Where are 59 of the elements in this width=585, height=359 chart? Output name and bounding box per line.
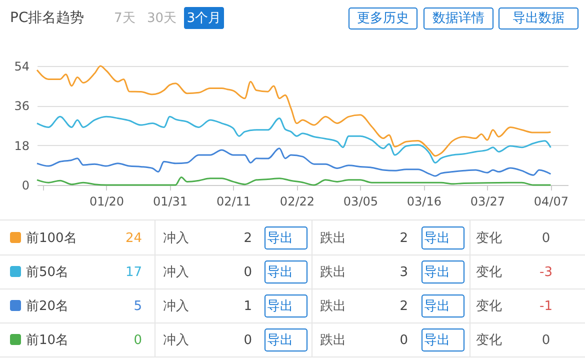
text: -1 (540, 299, 552, 314)
text: 导出 (424, 333, 450, 348)
text: 导出 (267, 231, 293, 246)
text: 导出 (424, 265, 450, 280)
text: 冲入 (163, 299, 189, 314)
y-tick-label: 54 (14, 60, 30, 74)
text: 0 (400, 333, 408, 348)
x-tick-label: 03/05 (343, 194, 378, 208)
text: -3 (540, 265, 552, 280)
text: 0 (244, 333, 252, 348)
text: 导出 (424, 299, 450, 314)
text: 数据详情 (432, 11, 484, 26)
x-tick-label: 01/31 (152, 194, 188, 208)
text: 变化 (476, 299, 502, 314)
legend-label: 前100名 (26, 231, 77, 246)
text: 3 (400, 265, 408, 280)
legend-label: 前10名 (26, 333, 69, 348)
text: 0 (542, 333, 550, 348)
text: 导出数据 (512, 11, 564, 26)
x-tick-label: 02/22 (280, 194, 315, 208)
text: 冲入 (163, 333, 189, 348)
text: 30天 (147, 11, 177, 26)
legend-label: 前50名 (26, 265, 69, 280)
text: 24 (125, 231, 142, 246)
text: 2 (244, 231, 252, 246)
text: 2 (400, 231, 408, 246)
text: 0 (134, 333, 142, 348)
text: 变化 (476, 265, 502, 280)
text: 0 (542, 231, 550, 246)
x-tick-label: 01/20 (89, 194, 124, 208)
text: 更多历史 (357, 11, 409, 26)
x-tick-label: 02/11 (216, 194, 252, 208)
text: 冲入 (163, 265, 189, 280)
text: 导出 (267, 333, 293, 348)
text: 导出 (424, 231, 450, 246)
text: 5 (134, 299, 142, 314)
text: 变化 (476, 333, 502, 348)
text: 17 (125, 265, 142, 280)
text: 跌出 (320, 333, 346, 348)
x-tick-label: 03/16 (406, 194, 442, 208)
text: 1 (244, 299, 252, 314)
text: 冲入 (163, 231, 189, 246)
text: 跌出 (320, 231, 346, 246)
y-tick-label: 0 (22, 178, 30, 192)
text: 跌出 (320, 265, 346, 280)
text: 变化 (476, 231, 502, 246)
x-tick-label: 04/07 (534, 194, 568, 208)
y-tick-label: 36 (14, 99, 30, 114)
text: 3个月 (186, 11, 222, 26)
text: 2 (400, 299, 408, 314)
text: 跌出 (320, 299, 346, 314)
text: 7天 (114, 11, 136, 26)
chart-title: PC排名趋势 (10, 10, 84, 26)
y-tick-label: 18 (14, 138, 30, 153)
text: 导出 (267, 265, 293, 280)
text: 导出 (267, 299, 293, 314)
text: 0 (244, 265, 252, 280)
legend-label: 前20名 (26, 299, 69, 314)
x-tick-label: 03/27 (470, 194, 505, 208)
